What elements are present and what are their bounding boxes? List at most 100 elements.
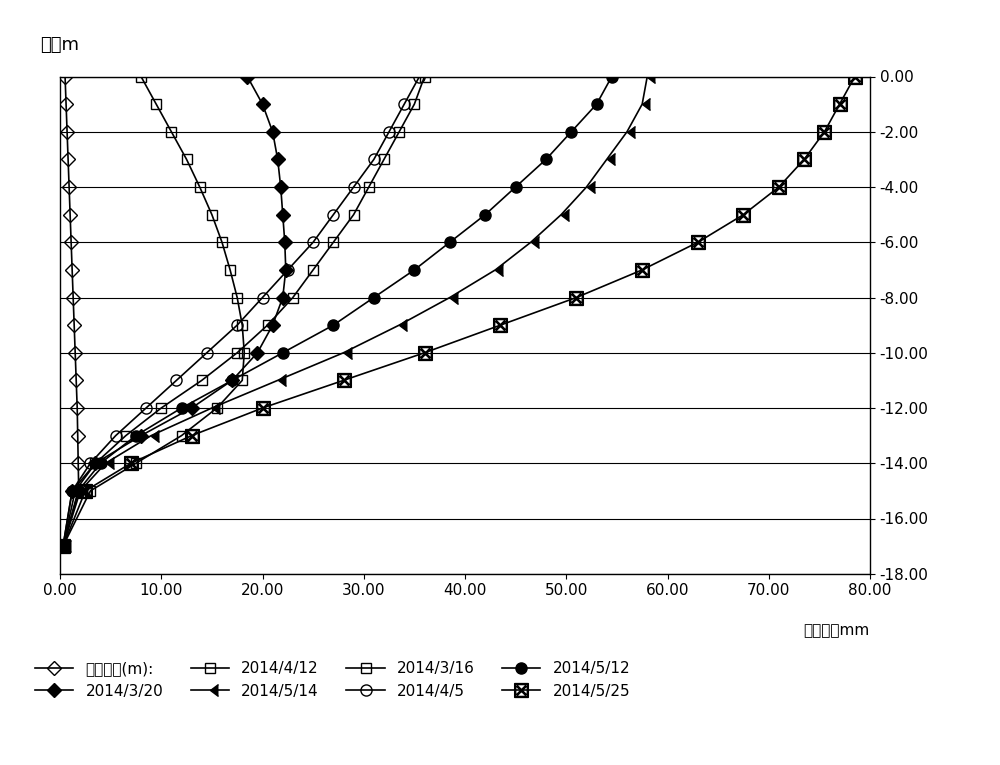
2014/4/12 [120,431,132,440]
2014/3/20 [135,431,147,440]
2014/5/25 [849,72,861,81]
2014/3/16 [150,99,162,109]
Line: 初始变形(m):: 初始变形(m): [58,72,84,551]
2014/5/25 [636,265,648,275]
2014/5/25 [737,210,749,220]
2014/3/16 [231,293,243,302]
初始变形(m): [62,155,74,164]
2014/4/5 [201,348,213,357]
2014/3/16 [206,210,218,220]
2014/3/16 [130,459,142,468]
2014/5/12 [510,182,522,191]
2014/3/16 [181,155,193,164]
2014/5/14 [74,487,86,496]
2014/5/12 [130,431,142,440]
初始变形(m): [59,72,71,81]
2014/5/25 [57,542,69,551]
2014/3/20 [241,72,253,81]
2014/5/14 [393,321,405,330]
2014/5/12 [327,321,339,330]
2014/5/25 [773,182,785,191]
2014/3/16 [135,72,147,81]
2014/5/14 [145,431,157,440]
2014/3/20 [279,238,291,247]
2014/4/5 [383,127,395,136]
2014/3/16 [236,321,248,330]
Line: 2014/4/12: 2014/4/12 [58,72,429,551]
2014/3/20 [277,210,289,220]
2014/5/25 [798,155,810,164]
2014/5/12 [72,487,84,496]
2014/5/12 [444,238,456,247]
2014/4/12 [196,376,208,385]
2014/5/25 [338,376,350,385]
2014/4/12 [69,487,81,496]
2014/4/12 [89,459,101,468]
Line: 2014/4/5: 2014/4/5 [57,71,425,552]
2014/4/5 [57,542,69,551]
2014/4/12 [408,99,420,109]
2014/3/16 [165,127,177,136]
2014/5/12 [565,127,577,136]
2014/4/12 [307,265,319,275]
2014/5/25 [186,431,198,440]
2014/3/16 [194,182,206,191]
2014/5/14 [57,542,69,551]
2014/5/12 [277,348,289,357]
2014/3/20 [280,265,292,275]
2014/5/14 [206,403,218,412]
2014/4/12 [348,210,360,220]
2014/3/20 [272,155,284,164]
2014/4/5 [413,72,425,81]
2014/4/5 [307,238,319,247]
2014/5/12 [606,72,618,81]
2014/5/14 [621,127,633,136]
2014/4/5 [348,182,360,191]
2014/5/12 [368,293,380,302]
2014/5/12 [479,210,491,220]
初始变形(m): [72,459,84,468]
初始变形(m): [66,265,78,275]
初始变形(m): [72,431,84,440]
Line: 2014/5/12: 2014/5/12 [57,71,617,552]
初始变形(m): [73,487,85,496]
2014/5/14 [100,459,112,468]
2014/3/20 [66,487,78,496]
2014/4/12 [57,542,69,551]
初始变形(m): [64,210,76,220]
初始变形(m): [67,293,79,302]
2014/5/14 [525,238,537,247]
2014/3/16 [216,238,228,247]
初始变形(m): [60,99,72,109]
2014/5/12 [591,99,603,109]
2014/3/16 [236,376,248,385]
2014/5/25 [570,293,582,302]
2014/3/16 [57,542,69,551]
初始变形(m): [61,127,73,136]
2014/5/12 [226,376,238,385]
2014/5/25 [256,403,268,412]
2014/4/12 [231,348,243,357]
初始变形(m): [63,182,75,191]
2014/5/25 [125,459,137,468]
2014/3/20 [267,321,279,330]
2014/5/14 [555,210,567,220]
2014/5/14 [338,348,350,357]
2014/5/12 [57,542,69,551]
2014/4/12 [327,238,339,247]
Line: 2014/3/20: 2014/3/20 [58,72,291,551]
2014/3/20 [256,99,268,109]
2014/3/20 [57,542,69,551]
初始变形(m): [69,348,81,357]
Legend: 初始变形(m):, 2014/3/20, 2014/4/12, 2014/5/14, 2014/3/16, 2014/4/5, 2014/5/12, 2014/: 初始变形(m):, 2014/3/20, 2014/4/12, 2014/5/1… [35,661,630,698]
2014/4/5 [398,99,410,109]
2014/5/14 [489,265,501,275]
Line: 2014/5/14: 2014/5/14 [57,71,653,552]
2014/4/5 [140,403,152,412]
2014/4/12 [155,403,167,412]
2014/5/14 [601,155,613,164]
2014/4/5 [84,459,96,468]
2014/5/25 [494,321,506,330]
2014/5/14 [444,293,456,302]
2014/3/16 [84,487,96,496]
